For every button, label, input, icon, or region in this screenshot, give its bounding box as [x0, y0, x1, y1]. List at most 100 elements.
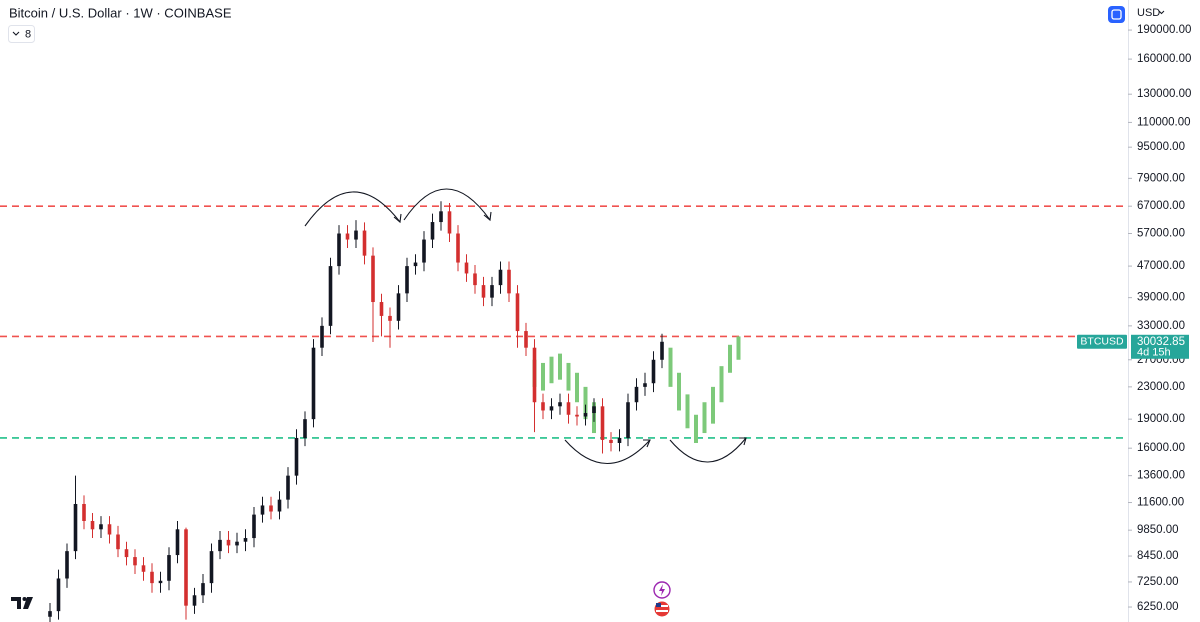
projection-bar [668, 347, 673, 387]
candle-body [99, 524, 103, 530]
settings-button[interactable] [1108, 6, 1125, 23]
y-tick-label: 79000.00 [1137, 172, 1185, 184]
plot [48, 201, 741, 622]
candle-body [626, 402, 630, 438]
candle-body [473, 273, 477, 286]
projection-bar [736, 336, 741, 360]
y-tick-label: 47000.00 [1137, 260, 1185, 272]
arc [564, 439, 651, 464]
candle-body [439, 211, 443, 223]
candle-body [566, 402, 571, 415]
candle-body [90, 520, 95, 530]
candle-body [600, 406, 605, 440]
arrow-head [643, 439, 651, 448]
y-tick-label: 33000.00 [1137, 320, 1185, 332]
symbol-label: BTCUSD [1080, 336, 1124, 348]
candle-body [337, 233, 341, 267]
candle-body [549, 406, 554, 411]
candle-body [456, 233, 460, 263]
projection-bar [541, 362, 545, 391]
chevron-icon [1158, 10, 1165, 15]
candle-body [116, 534, 120, 550]
chart-title: Bitcoin / U.S. Dollar · 1W · COINBASE [9, 5, 232, 20]
candle-body [158, 580, 163, 584]
candle-body [405, 266, 409, 294]
last-price-label: 30032.85 [1137, 336, 1185, 348]
y-tick-label: 8450.00 [1137, 550, 1179, 562]
flag-icon [656, 603, 661, 607]
candle-body [320, 325, 324, 348]
y-tick-label: 39000.00 [1137, 292, 1185, 304]
candle-body [175, 529, 180, 556]
logo-part [23, 597, 33, 609]
candle-body [260, 505, 265, 515]
candle-body [592, 406, 596, 414]
y-tick-label: 13600.00 [1137, 470, 1185, 482]
candle-body [362, 230, 367, 256]
y-tick-label: 19000.00 [1137, 413, 1185, 425]
y-tick-label: 6250.00 [1137, 601, 1179, 613]
y-tick-label: 110000.00 [1137, 116, 1191, 128]
candle-body [447, 211, 452, 234]
arrow-head [393, 213, 402, 224]
candle-body [56, 578, 61, 612]
candle-body [133, 557, 137, 566]
indicator-toggle[interactable] [8, 25, 35, 43]
arc [669, 437, 747, 463]
candle-body [311, 347, 316, 420]
candle-body [634, 386, 639, 403]
candle-body [141, 565, 146, 572]
candle-body [107, 524, 112, 535]
candle-body [354, 230, 358, 240]
projection-bar [694, 414, 698, 443]
candle-body [541, 402, 545, 411]
candle-body [524, 331, 528, 348]
candle-body [150, 571, 154, 584]
symbol-tag [1077, 334, 1127, 349]
candle-body [396, 293, 401, 321]
candle-body [617, 437, 622, 443]
button-icon [1111, 9, 1122, 20]
flag-icon [656, 605, 668, 607]
projection-bar [583, 386, 588, 420]
candle-body [532, 347, 537, 403]
candle-body [184, 529, 188, 606]
candle-body [48, 611, 52, 617]
y-tick-label: 160000.00 [1137, 53, 1191, 65]
candle-body [575, 414, 579, 417]
projection-bar [575, 372, 579, 403]
candle-body [303, 419, 307, 438]
arc [403, 188, 491, 221]
last-price-tag [1131, 334, 1189, 359]
candle-body [422, 239, 426, 263]
candle-body [218, 539, 222, 552]
flag-icon [656, 610, 668, 612]
y-tick-label: 130000.00 [1137, 88, 1191, 100]
projection-bar [558, 353, 562, 380]
y-tick-label: 9850.00 [1137, 524, 1179, 536]
projection-bar [677, 372, 681, 411]
candle-body [660, 341, 664, 360]
candle-body [498, 269, 503, 286]
candle-body [328, 266, 333, 326]
candle-body [430, 222, 435, 240]
currency-select[interactable]: USD [1137, 7, 1160, 19]
projection-bar [728, 344, 732, 373]
y-tick-label: 7250.00 [1137, 576, 1179, 588]
candle-body [583, 413, 588, 417]
projection-bar [719, 366, 724, 403]
arrow-head [483, 211, 492, 222]
candle-body [235, 541, 239, 546]
candle-body [65, 551, 69, 579]
candle-body [515, 293, 520, 332]
arc [304, 191, 401, 227]
candle-body [201, 583, 205, 596]
logo-part [22, 597, 27, 601]
annotations [304, 188, 747, 464]
candle-body [481, 285, 486, 298]
y-tick-label: 23000.00 [1137, 381, 1185, 393]
projection-bar [711, 386, 715, 424]
logo-part [11, 597, 21, 609]
indicator-count: 8 [25, 28, 31, 40]
